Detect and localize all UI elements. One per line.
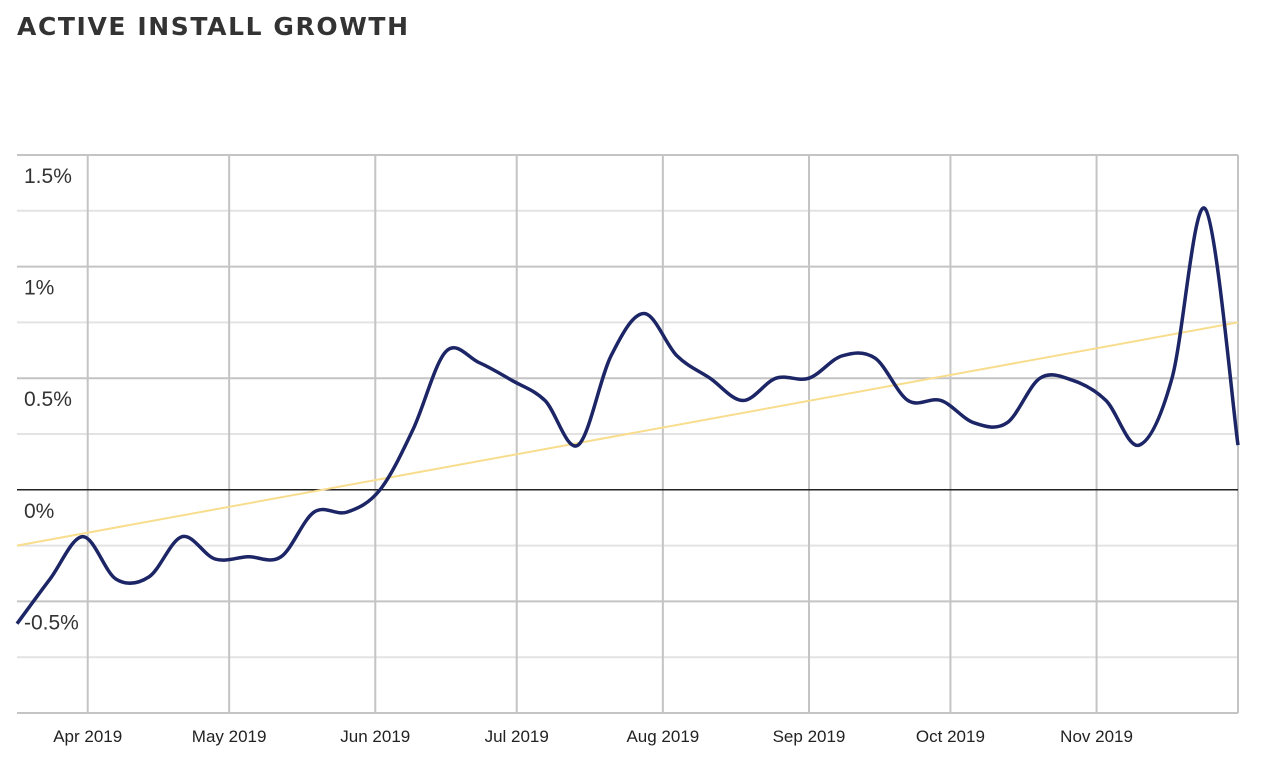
x-tick-label: Nov 2019	[1060, 727, 1133, 746]
y-tick-label: -0.5%	[24, 611, 79, 634]
x-tick-label: Apr 2019	[53, 727, 122, 746]
trendline	[16, 321, 1239, 547]
x-tick-label: May 2019	[192, 727, 267, 746]
x-tick-label: Sep 2019	[773, 727, 846, 746]
x-tick-label: Aug 2019	[626, 727, 699, 746]
y-tick-label: 0%	[24, 500, 54, 523]
chart-title: ACTIVE INSTALL GROWTH	[17, 12, 410, 41]
series-line	[15, 206, 1240, 625]
x-tick-label: Jul 2019	[485, 727, 549, 746]
y-tick-label: 1.5%	[24, 165, 72, 188]
y-tick-label: 0.5%	[24, 388, 72, 411]
x-tick-label: Jun 2019	[340, 727, 410, 746]
x-tick-label: Oct 2019	[916, 727, 985, 746]
y-tick-label: 1%	[24, 277, 54, 300]
